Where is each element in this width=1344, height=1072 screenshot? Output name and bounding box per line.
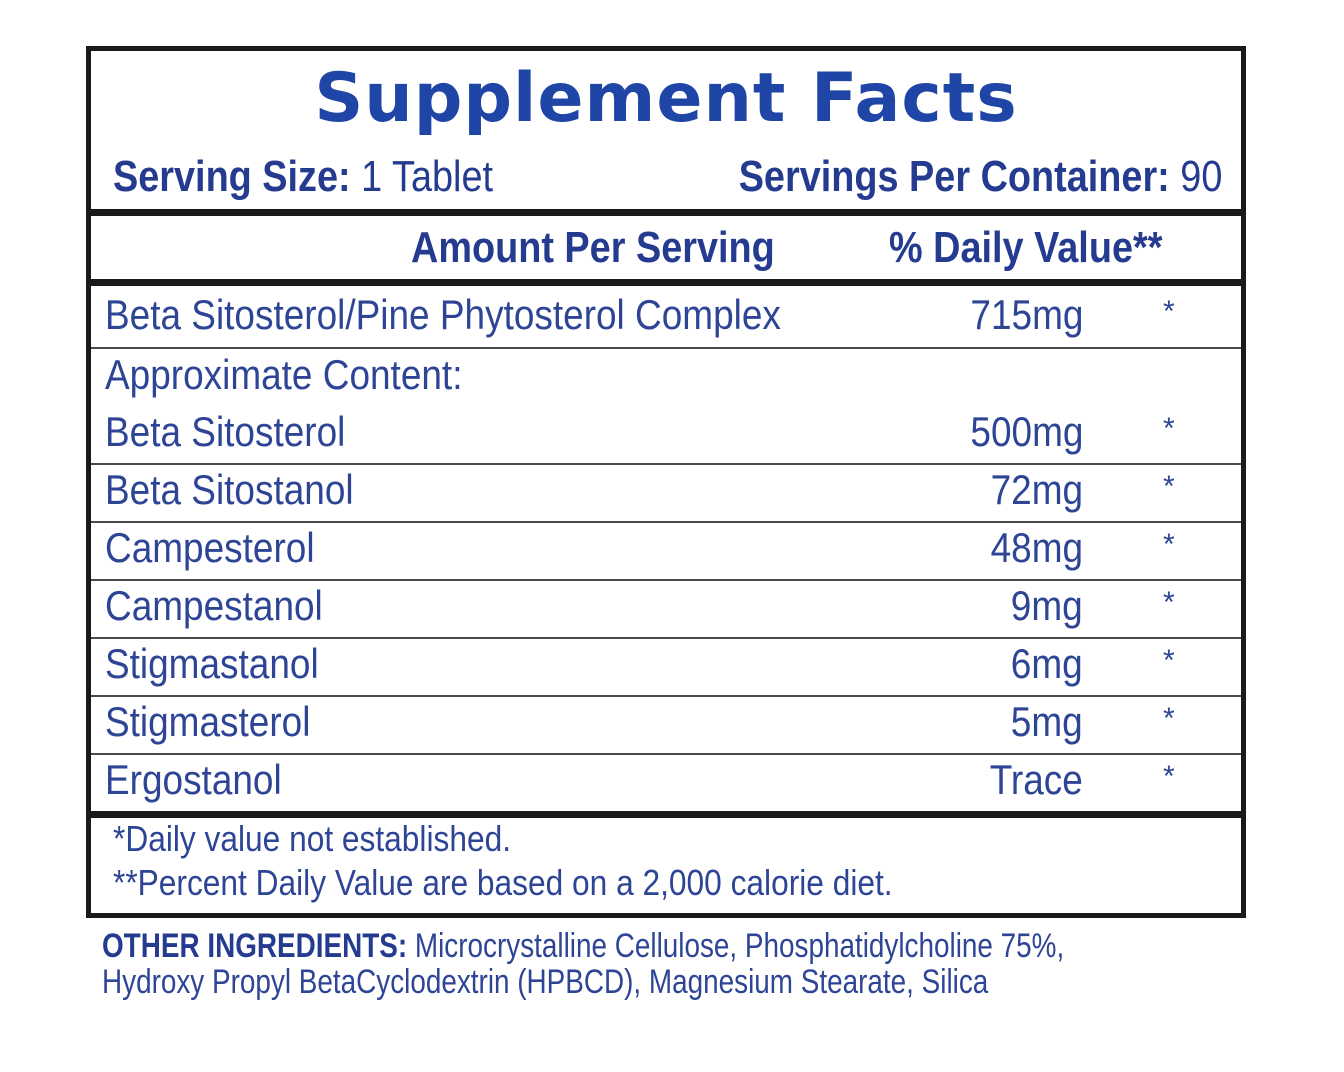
divider bbox=[91, 209, 1241, 216]
divider bbox=[91, 637, 1241, 639]
divider bbox=[91, 811, 1241, 818]
ingredient-name: Beta Sitosterol bbox=[105, 408, 346, 455]
ingredient-name: Approximate Content: bbox=[105, 351, 463, 398]
ingredient-amount: 72mg bbox=[990, 466, 1083, 513]
ingredient-name: Campestanol bbox=[105, 582, 323, 629]
amount-per-serving-header: Amount Per Serving bbox=[411, 223, 775, 272]
serving-size-label: Serving Size: bbox=[113, 152, 351, 201]
divider bbox=[91, 521, 1241, 523]
ingredient-name: Beta Sitosterol/Pine Phytosterol Complex bbox=[105, 291, 781, 338]
servings-per-container-value: 90 bbox=[1180, 152, 1223, 201]
daily-value: * bbox=[1163, 412, 1175, 445]
ingredient-name: Stigmastanol bbox=[105, 640, 319, 687]
servings-per-container-label: Servings Per Container: bbox=[738, 152, 1170, 201]
other-ingredients: OTHER INGREDIENTS: Microcrystalline Cell… bbox=[102, 928, 1064, 1000]
panel-title: Supplement Facts bbox=[314, 59, 1018, 138]
ingredient-name: Ergostanol bbox=[105, 756, 282, 803]
servings-per-container: Servings Per Container: 90 bbox=[739, 152, 1223, 202]
daily-value: * bbox=[1163, 586, 1175, 619]
ingredient-amount: 6mg bbox=[1011, 640, 1083, 687]
ingredient-amount: 9mg bbox=[1011, 582, 1083, 629]
daily-value-header: % Daily Value** bbox=[889, 223, 1163, 272]
daily-value: * bbox=[1163, 702, 1175, 735]
supplement-facts-panel: Supplement Facts Serving Size: 1 Tablet … bbox=[86, 46, 1246, 918]
ingredient-name: Campesterol bbox=[105, 524, 315, 571]
daily-value: * bbox=[1163, 528, 1175, 561]
footnote: *Daily value not established. bbox=[113, 818, 512, 859]
footnotes: *Daily value not established. **Percent … bbox=[113, 817, 893, 905]
serving-info: Serving Size: 1 Tablet Servings Per Cont… bbox=[113, 147, 1222, 207]
other-ingredients-label: OTHER INGREDIENTS: bbox=[102, 927, 408, 965]
column-header: Amount Per Serving % Daily Value** bbox=[91, 217, 1241, 277]
daily-value: * bbox=[1163, 470, 1175, 503]
ingredient-amount: 48mg bbox=[990, 524, 1083, 571]
divider bbox=[91, 579, 1241, 581]
ingredient-name: Stigmasterol bbox=[105, 698, 311, 745]
daily-value: * bbox=[1163, 644, 1175, 677]
divider bbox=[91, 347, 1241, 349]
serving-size: Serving Size: 1 Tablet bbox=[113, 152, 493, 202]
ingredient-name: Beta Sitostanol bbox=[105, 466, 354, 513]
other-ingredients-line1: Microcrystalline Cellulose, Phosphatidyl… bbox=[407, 927, 1065, 965]
serving-size-value: 1 Tablet bbox=[361, 152, 493, 201]
ingredient-amount: Trace bbox=[989, 756, 1083, 803]
daily-value: * bbox=[1163, 760, 1175, 793]
footnote: **Percent Daily Value are based on a 2,0… bbox=[113, 862, 893, 903]
ingredient-amount: 5mg bbox=[1011, 698, 1083, 745]
divider bbox=[91, 695, 1241, 697]
other-ingredients-line2: Hydroxy Propyl BetaCyclodextrin (HPBCD),… bbox=[102, 963, 989, 1001]
divider bbox=[91, 279, 1241, 286]
ingredient-amount: 715mg bbox=[969, 291, 1083, 338]
daily-value: * bbox=[1163, 295, 1175, 328]
ingredient-amount: 500mg bbox=[969, 408, 1083, 455]
divider bbox=[91, 753, 1241, 755]
divider bbox=[91, 463, 1241, 465]
